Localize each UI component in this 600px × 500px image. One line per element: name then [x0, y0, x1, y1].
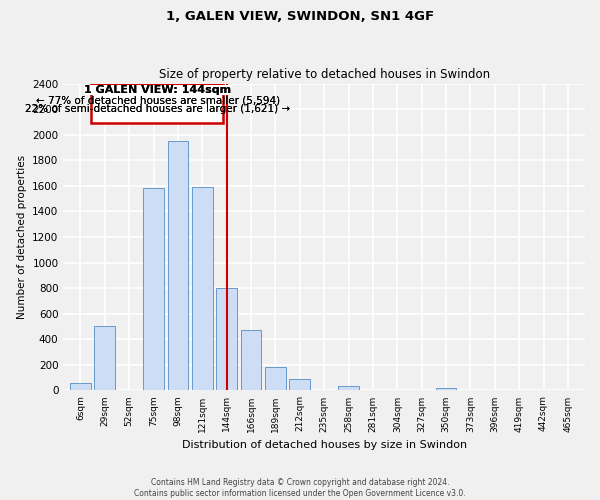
- X-axis label: Distribution of detached houses by size in Swindon: Distribution of detached houses by size …: [182, 440, 467, 450]
- Title: Size of property relative to detached houses in Swindon: Size of property relative to detached ho…: [158, 68, 490, 81]
- Bar: [338, 386, 359, 390]
- Y-axis label: Number of detached properties: Number of detached properties: [17, 155, 26, 319]
- Bar: [241, 330, 262, 390]
- Bar: [167, 141, 188, 390]
- Bar: [143, 188, 164, 390]
- Bar: [70, 384, 91, 390]
- Text: 1 GALEN VIEW: 144sqm: 1 GALEN VIEW: 144sqm: [84, 85, 232, 95]
- Bar: [289, 379, 310, 390]
- Bar: [436, 388, 457, 390]
- Bar: [192, 187, 212, 390]
- Bar: [94, 326, 115, 390]
- Text: ← 77% of detached houses are smaller (5,594): ← 77% of detached houses are smaller (5,…: [36, 95, 280, 105]
- Bar: [91, 84, 223, 122]
- Text: 22% of semi-detached houses are larger (1,621) →: 22% of semi-detached houses are larger (…: [25, 104, 290, 114]
- Text: 22% of semi-detached houses are larger (1,621) →: 22% of semi-detached houses are larger (…: [25, 104, 290, 114]
- Text: 1 GALEN VIEW: 144sqm: 1 GALEN VIEW: 144sqm: [84, 85, 232, 95]
- Text: 1, GALEN VIEW, SWINDON, SN1 4GF: 1, GALEN VIEW, SWINDON, SN1 4GF: [166, 10, 434, 23]
- Bar: [217, 288, 237, 390]
- Bar: [265, 367, 286, 390]
- Text: Contains HM Land Registry data © Crown copyright and database right 2024.
Contai: Contains HM Land Registry data © Crown c…: [134, 478, 466, 498]
- Text: ← 77% of detached houses are smaller (5,594): ← 77% of detached houses are smaller (5,…: [36, 95, 280, 105]
